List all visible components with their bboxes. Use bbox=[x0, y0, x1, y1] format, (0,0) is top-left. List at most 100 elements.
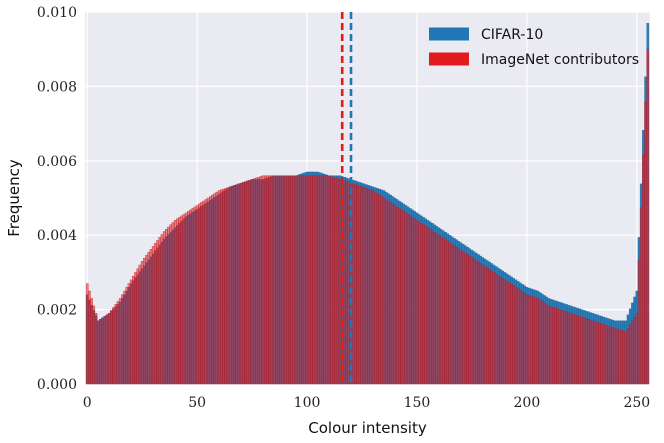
histogram-bar bbox=[534, 297, 537, 385]
x-axis-label: Colour intensity bbox=[308, 419, 427, 437]
histogram-bar bbox=[633, 316, 636, 385]
histogram-bar bbox=[593, 321, 597, 385]
histogram-bar bbox=[294, 175, 298, 385]
legend: CIFAR-10 ImageNet contributors bbox=[429, 27, 639, 68]
histogram-bar bbox=[116, 301, 120, 385]
histogram-bar bbox=[567, 312, 570, 385]
histogram-bar bbox=[609, 326, 612, 385]
histogram-bar bbox=[226, 187, 230, 385]
histogram-bar bbox=[338, 179, 342, 385]
histogram-bar bbox=[442, 238, 445, 385]
tick-labels: 0.000 0.002 0.004 0.006 0.008 0.010 0 50 100 150 2… bbox=[37, 5, 650, 411]
histogram-bar bbox=[145, 255, 148, 385]
histogram-bar bbox=[222, 188, 225, 385]
histogram-bar bbox=[176, 218, 179, 385]
histogram-bar bbox=[639, 207, 643, 385]
histogram-bar bbox=[277, 175, 280, 385]
histogram-bar bbox=[604, 325, 608, 385]
histogram-bar bbox=[351, 183, 355, 385]
x-tick-label: 250 bbox=[623, 395, 650, 411]
histogram-bar bbox=[129, 279, 133, 385]
histogram-bar bbox=[505, 281, 509, 385]
histogram-bar bbox=[523, 293, 526, 385]
histogram-bar bbox=[285, 175, 289, 385]
histogram-bar bbox=[180, 215, 184, 385]
histogram-bar bbox=[497, 275, 500, 385]
histogram-bar bbox=[292, 175, 296, 385]
histogram-bar bbox=[387, 200, 390, 385]
histogram-bar bbox=[215, 191, 219, 385]
histogram-bar bbox=[237, 183, 241, 385]
histogram-bar bbox=[354, 184, 357, 385]
histogram-bar bbox=[288, 175, 291, 385]
histogram-bar bbox=[345, 181, 348, 385]
histogram-bar bbox=[259, 176, 263, 385]
histogram-bar bbox=[411, 217, 414, 385]
histogram-bar bbox=[121, 294, 124, 385]
histogram-bar bbox=[250, 179, 254, 385]
histogram-bar bbox=[118, 298, 122, 385]
histogram-bar bbox=[472, 258, 476, 385]
histogram-bar bbox=[508, 282, 511, 385]
histogram-bar bbox=[189, 209, 192, 385]
legend-label-cifar10: CIFAR-10 bbox=[481, 27, 543, 43]
histogram-bar bbox=[231, 185, 234, 385]
imagenet-bars bbox=[85, 49, 650, 385]
histogram-bar bbox=[569, 313, 573, 385]
histogram-bar bbox=[435, 233, 439, 385]
histogram-bar bbox=[316, 175, 320, 385]
histogram-bar bbox=[584, 318, 588, 385]
histogram-bar bbox=[290, 175, 293, 385]
y-axis-label: Frequency bbox=[5, 159, 23, 237]
histogram-bar bbox=[587, 319, 590, 385]
histogram-bar bbox=[582, 317, 586, 385]
histogram-bar bbox=[417, 221, 421, 385]
histogram-bar bbox=[514, 287, 518, 385]
histogram-bar bbox=[134, 272, 137, 385]
histogram-bar bbox=[492, 272, 496, 385]
histogram-bar bbox=[628, 324, 632, 385]
histogram-bar bbox=[274, 175, 278, 385]
histogram-bar bbox=[378, 194, 381, 385]
histogram-bar bbox=[562, 310, 566, 385]
histogram-bar bbox=[235, 184, 238, 385]
histogram-bar bbox=[620, 330, 623, 385]
histogram-bar bbox=[169, 224, 173, 385]
histogram-bar bbox=[206, 197, 210, 385]
histogram-bar bbox=[501, 278, 504, 385]
histogram-bar bbox=[560, 310, 564, 385]
histogram-bar bbox=[486, 267, 489, 385]
histogram-bar bbox=[402, 211, 406, 385]
histogram-bar bbox=[136, 268, 140, 385]
histogram-bar bbox=[162, 231, 166, 385]
histogram-bar bbox=[123, 290, 126, 385]
histogram-bar bbox=[255, 177, 258, 385]
histogram-bar bbox=[446, 240, 450, 385]
histogram-bar bbox=[270, 175, 274, 385]
histogram-bar bbox=[96, 320, 100, 385]
histogram-bar bbox=[393, 205, 397, 385]
histogram-bar bbox=[576, 315, 579, 385]
histogram-bar bbox=[470, 257, 474, 385]
histogram-bar bbox=[400, 209, 403, 385]
histogram-bar bbox=[373, 191, 377, 385]
histogram-bar bbox=[242, 182, 245, 385]
histogram-bar bbox=[606, 325, 610, 385]
histogram-bar bbox=[521, 291, 524, 385]
histogram-bar bbox=[312, 175, 315, 385]
histogram-bar bbox=[171, 222, 175, 385]
histogram-bar bbox=[156, 240, 159, 385]
histogram-bar bbox=[455, 246, 458, 385]
histogram-bar bbox=[420, 223, 423, 385]
histogram-bar bbox=[149, 249, 153, 385]
histogram-bar bbox=[299, 175, 302, 385]
histogram-bar bbox=[391, 203, 395, 385]
histogram-bar bbox=[336, 178, 340, 385]
histogram-bar bbox=[477, 261, 480, 385]
histogram-bar bbox=[310, 175, 313, 385]
histogram-bar bbox=[233, 185, 236, 385]
histogram-bar bbox=[329, 176, 333, 385]
histogram-bar bbox=[547, 305, 551, 385]
histogram-bar bbox=[404, 212, 408, 385]
